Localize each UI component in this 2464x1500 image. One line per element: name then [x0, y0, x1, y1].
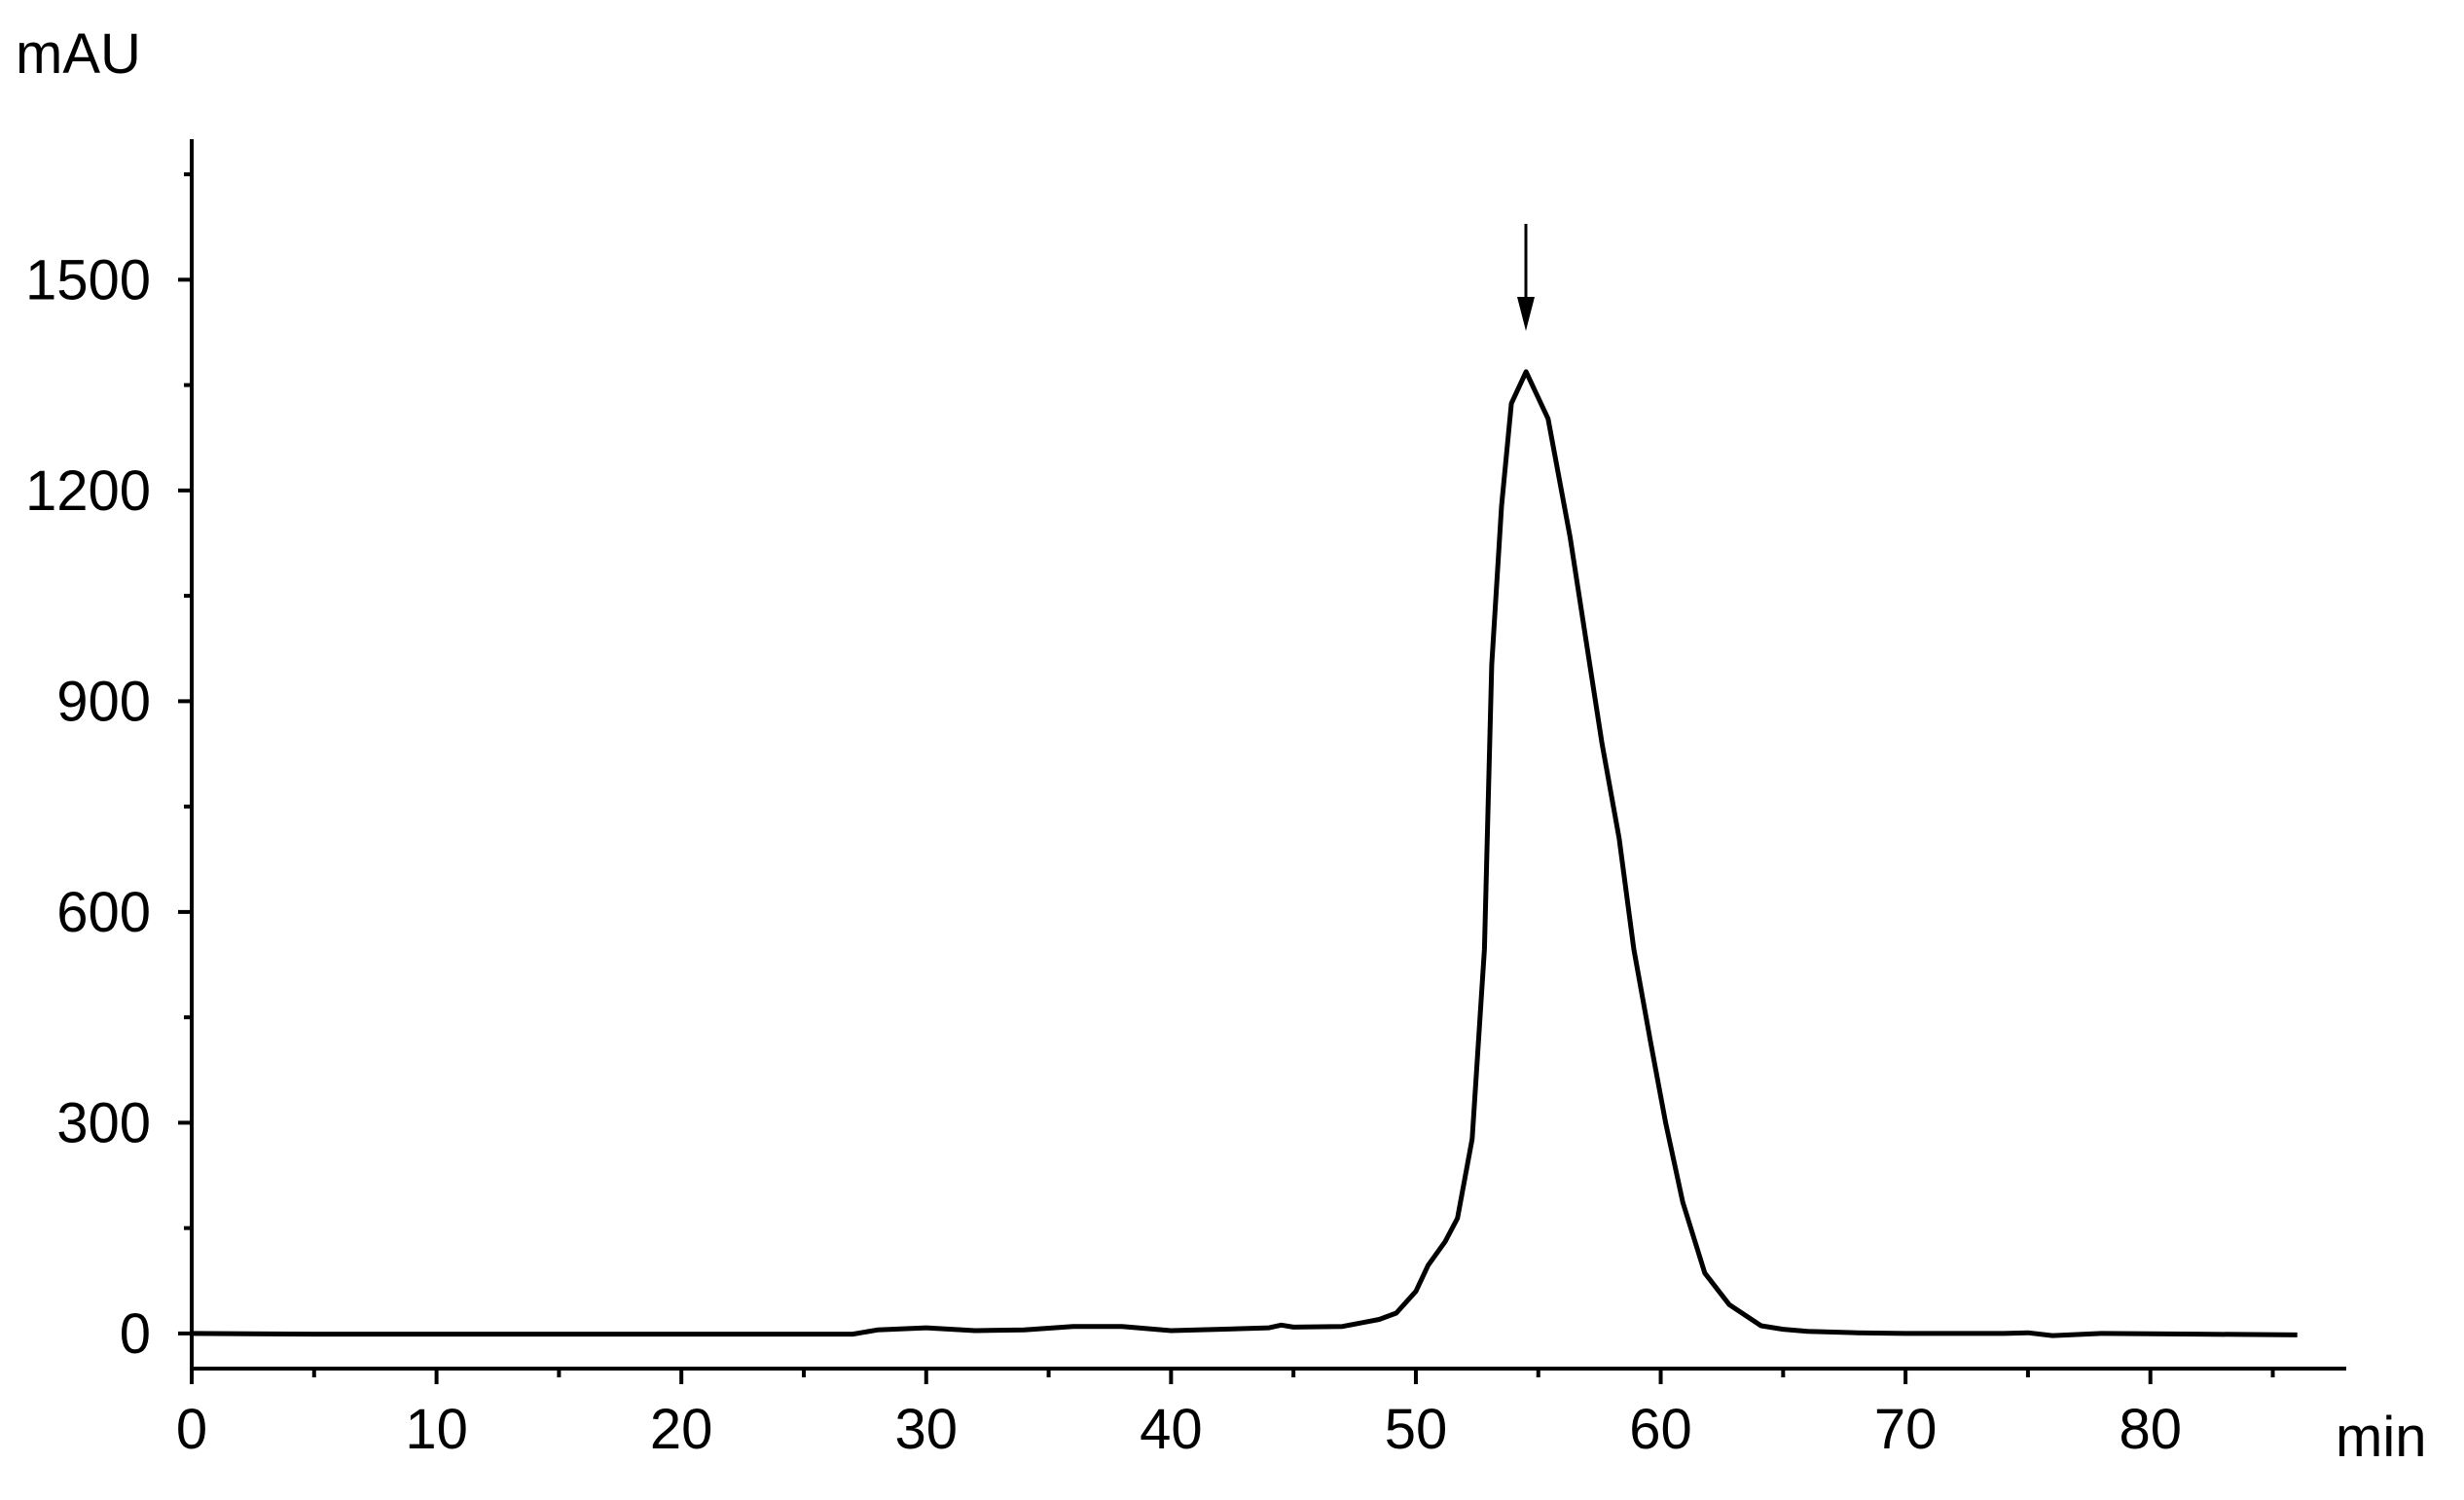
x-tick-label: 70 — [1874, 1398, 1938, 1461]
data-line — [191, 369, 2298, 1338]
y-tick-label: 900 — [56, 670, 151, 733]
x-tick-label: 0 — [176, 1398, 207, 1461]
x-tick-label: 80 — [2119, 1398, 2182, 1461]
y-axis-label: mAU — [16, 22, 141, 86]
x-tick-label: 40 — [1140, 1398, 1203, 1461]
x-tick-label: 30 — [895, 1398, 959, 1461]
x-axis-label: min — [2336, 1406, 2426, 1469]
x-tick-label: 50 — [1385, 1398, 1448, 1461]
x-tick-label: 20 — [650, 1398, 713, 1461]
x-tick-label: 10 — [405, 1398, 468, 1461]
y-tick-label: 1200 — [25, 459, 151, 523]
y-tick-label: 0 — [120, 1302, 151, 1366]
y-tick-label: 600 — [56, 881, 151, 944]
y-tick-label: 300 — [56, 1091, 151, 1154]
x-tick-label: 60 — [1629, 1398, 1692, 1461]
y-tick-label: 1500 — [25, 248, 151, 311]
peak-arrow — [1517, 224, 1535, 331]
